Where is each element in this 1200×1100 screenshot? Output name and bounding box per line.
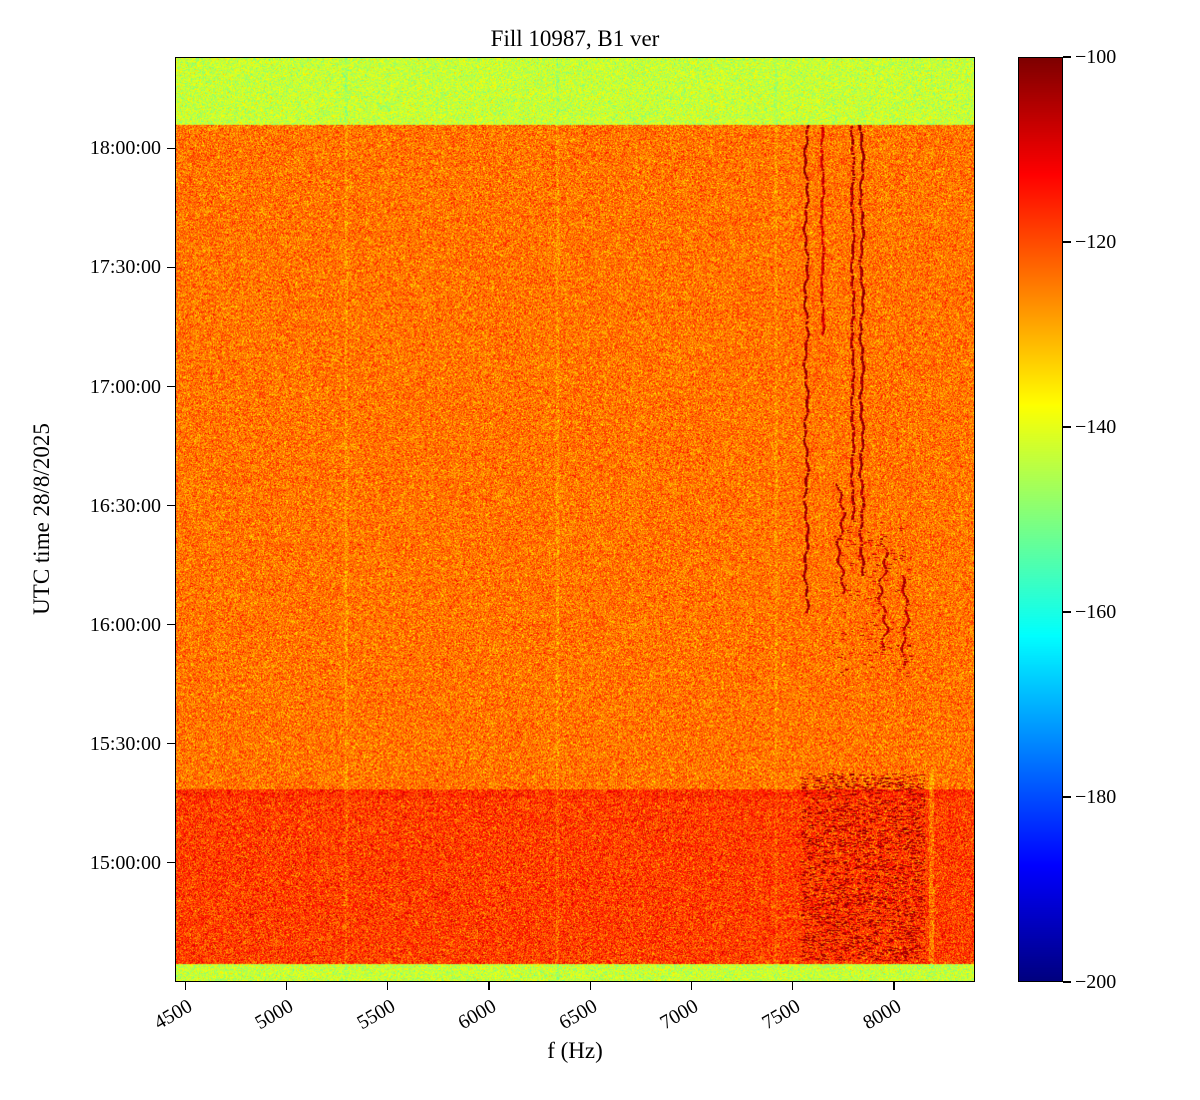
- y-tick-label: 17:30:00: [89, 256, 161, 279]
- y-axis-label: UTC time 28/8/2025: [29, 423, 54, 615]
- y-tick-mark: [167, 505, 175, 507]
- y-tick-label: 18:00:00: [89, 137, 161, 160]
- y-tick-label: 15:30:00: [89, 732, 161, 755]
- x-tick-mark: [792, 982, 794, 990]
- colorbar-tick-mark: [1063, 241, 1071, 243]
- colorbar-tick-label: −100: [1075, 46, 1117, 68]
- colorbar-tick-mark: [1063, 611, 1071, 613]
- y-tick-mark: [167, 862, 175, 864]
- x-tick-mark: [589, 982, 591, 990]
- y-tick-label: 16:30:00: [89, 494, 161, 517]
- y-tick-label: 16:00:00: [89, 613, 161, 636]
- colorbar-tick-label: −200: [1075, 971, 1117, 993]
- x-tick-label-text: 6000: [454, 995, 500, 1035]
- x-axis-label: f (Hz): [547, 1038, 603, 1063]
- spectrogram-heatmap: [176, 58, 974, 981]
- y-tick-mark: [167, 385, 175, 388]
- x-tick-label-text: 4500: [150, 995, 197, 1035]
- x-tick-mark: [488, 982, 490, 990]
- colorbar-tick-mark: [1063, 426, 1071, 428]
- y-tick-label: 15:00:00: [89, 851, 161, 874]
- y-tick-mark: [167, 266, 175, 268]
- colorbar-tick-mark: [1063, 981, 1071, 983]
- colorbar: [1018, 57, 1063, 982]
- x-tick-mark: [285, 982, 287, 990]
- chart-title: Fill 10987, B1 ver: [490, 26, 660, 51]
- colorbar-tick-label: −120: [1075, 231, 1117, 253]
- colorbar-tick-label: −160: [1075, 601, 1117, 623]
- x-tick-mark: [184, 982, 186, 990]
- x-tick-label-text: 7500: [758, 995, 804, 1035]
- y-tick-label: 17:00:00: [89, 375, 161, 398]
- plot-area: [175, 57, 975, 982]
- colorbar-gradient: [1019, 58, 1062, 981]
- x-tick-label-text: 6500: [555, 995, 602, 1035]
- colorbar-tick-mark: [1063, 56, 1071, 58]
- x-tick-label-text: 5500: [353, 995, 399, 1035]
- colorbar-tick-label: −140: [1075, 416, 1117, 438]
- x-tick-mark: [893, 982, 895, 990]
- x-tick-mark: [690, 982, 693, 990]
- x-tick-mark: [387, 982, 389, 990]
- y-tick-mark: [167, 743, 175, 745]
- x-tick-label-text: 8000: [859, 995, 905, 1035]
- colorbar-tick-mark: [1063, 796, 1071, 798]
- x-tick-label-text: 7000: [656, 995, 703, 1035]
- colorbar-tick-label: −180: [1075, 786, 1117, 808]
- y-tick-mark: [167, 147, 175, 149]
- y-tick-mark: [167, 624, 175, 626]
- x-tick-label-text: 5000: [251, 995, 298, 1035]
